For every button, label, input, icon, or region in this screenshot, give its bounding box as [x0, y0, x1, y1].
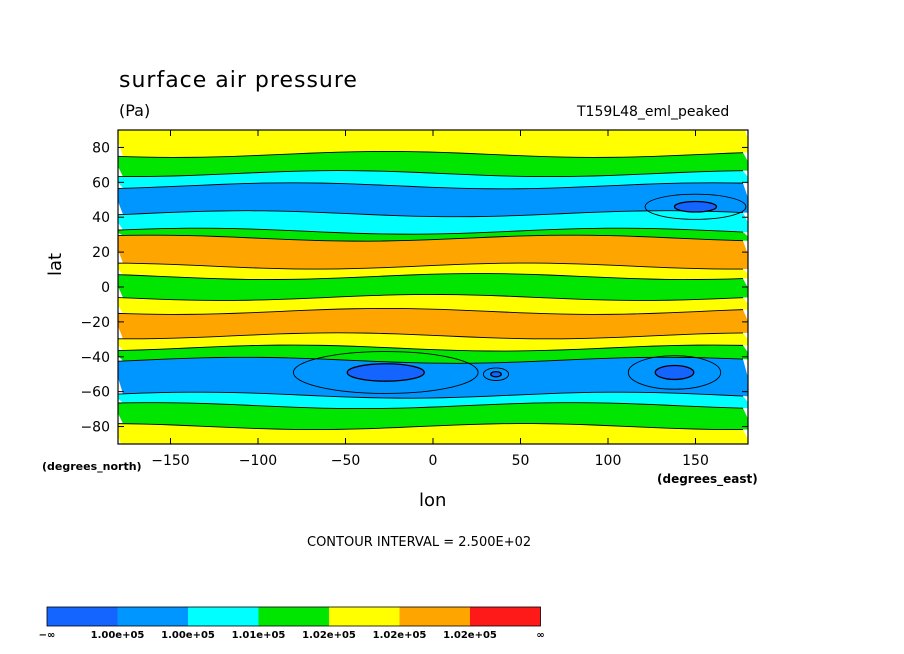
y-tick-label: −20 [80, 315, 110, 331]
contour-line [118, 170, 744, 178]
x-tick-label: 100 [595, 453, 622, 469]
x-axis-unit-label: (degrees_east) [657, 472, 758, 486]
colorbar-swatch [470, 607, 541, 626]
contour-ring [482, 367, 510, 381]
colorbar-swatch [188, 607, 259, 626]
chart-title: surface air pressure [119, 68, 358, 93]
colorbar-swatch [47, 607, 118, 626]
contour-line [118, 262, 743, 270]
colorbar-label: 1.02e+05 [302, 630, 356, 641]
colorbar-swatch [399, 607, 470, 626]
contour-band [118, 130, 748, 158]
contour-line [118, 423, 744, 430]
contour-ring [644, 193, 747, 220]
contour-band [118, 423, 748, 444]
colorbar: −∞ 1.00e+05 1.00e+05 1.01e+05 1.02e+05 1.02e+… [39, 606, 545, 641]
pressure-minimum [490, 370, 502, 378]
contour-band [118, 263, 748, 280]
x-tick-label: 150 [682, 453, 709, 469]
x-tick-label: −50 [331, 453, 361, 469]
y-tick-label: −40 [80, 350, 110, 366]
contour-line [118, 332, 744, 340]
contour-line [118, 402, 744, 410]
contour-line [118, 234, 744, 242]
y-tick-label: −60 [80, 385, 110, 401]
colorbar-label: 1.00e+05 [91, 630, 145, 641]
contour-line [118, 356, 744, 364]
chart-units: (Pa) [119, 101, 151, 120]
contour-line [118, 227, 744, 235]
y-tick-label: 40 [92, 210, 110, 226]
colorbar-label: −∞ [39, 630, 56, 641]
y-tick-label: −80 [80, 420, 110, 436]
colorbar-label: 1.02e+05 [373, 630, 427, 641]
contour-ring [292, 351, 479, 394]
pressure-minimum [654, 364, 695, 381]
colorbar-swatch [329, 607, 400, 626]
y-tick-label: 80 [92, 140, 110, 156]
x-tick-label: −150 [151, 453, 189, 469]
contour-band [118, 332, 748, 352]
contour-band [118, 228, 748, 242]
contour-band [118, 357, 748, 399]
colorbar-swatch [258, 607, 329, 626]
colorbar-label: 1.00e+05 [161, 630, 215, 641]
y-axis-unit-label: (degrees_north) [42, 460, 142, 473]
pressure-minimum [673, 200, 718, 213]
y-tick-label: 20 [92, 245, 110, 261]
contour-band [118, 273, 748, 301]
contour-interval-note: CONTOUR INTERVAL = 2.500E+02 [307, 535, 532, 550]
x-tick-label: −100 [239, 453, 277, 469]
x-tick-label: 0 [429, 453, 438, 469]
contour-band [118, 392, 748, 409]
colorbar-frame [46, 606, 541, 627]
contour-line [118, 294, 744, 301]
pressure-minimum [346, 363, 425, 382]
contour-line [118, 150, 744, 158]
plot-area [118, 130, 748, 444]
colorbar-label: 1.01e+05 [232, 630, 286, 641]
y-tick-label: 60 [92, 175, 110, 191]
colorbar-swatch [117, 607, 188, 626]
contour-line [118, 273, 744, 280]
x-tick-label: 50 [512, 453, 530, 469]
contour-line [118, 344, 744, 352]
x-axis-label: lon [419, 490, 447, 511]
run-label: T159L48_eml_peaked [577, 104, 730, 120]
axis-ticks: −150 −100 −50 0 50 100 150 80 60 40 20 0 −20 −40 −60 −8… [80, 130, 748, 469]
y-tick-label: 0 [101, 280, 110, 296]
contour-line [118, 210, 744, 218]
contour-band [118, 235, 748, 270]
contour-band [118, 402, 748, 430]
contour-band [118, 170, 748, 189]
contour-band [118, 182, 748, 217]
contour-line [118, 391, 744, 399]
colorbar-label: ∞ [536, 630, 544, 641]
contour-band [118, 308, 748, 339]
contour-lines [118, 150, 747, 430]
contour-band [118, 294, 748, 315]
contour-ring [627, 355, 722, 390]
contour-line [118, 182, 744, 190]
contour-line [118, 307, 744, 315]
colorbar-label: 1.02e+05 [443, 630, 497, 641]
